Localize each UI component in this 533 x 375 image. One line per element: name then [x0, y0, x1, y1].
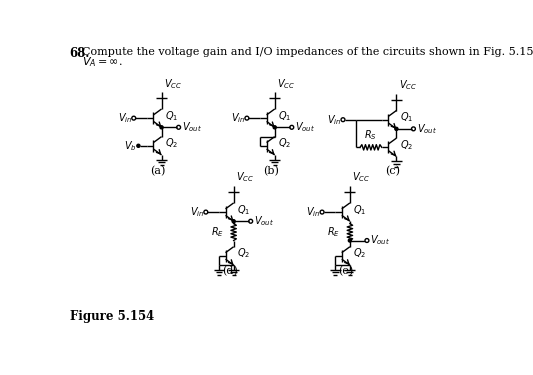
- Text: $Q_1$: $Q_1$: [237, 203, 251, 217]
- Circle shape: [411, 127, 415, 131]
- Circle shape: [349, 239, 351, 242]
- Text: (b): (b): [263, 166, 279, 176]
- Circle shape: [365, 238, 369, 242]
- Text: $V_{CC}$: $V_{CC}$: [164, 77, 182, 90]
- Text: $R_S$: $R_S$: [365, 128, 377, 142]
- Circle shape: [249, 219, 253, 223]
- Circle shape: [137, 144, 140, 147]
- Text: $V_{in}$: $V_{in}$: [118, 111, 132, 125]
- Text: $Q_1$: $Q_1$: [400, 111, 413, 124]
- Text: (a): (a): [150, 166, 165, 176]
- Circle shape: [245, 116, 249, 120]
- Text: $Q_1$: $Q_1$: [278, 109, 292, 123]
- Text: $Q_2$: $Q_2$: [353, 247, 367, 261]
- Circle shape: [395, 128, 398, 130]
- Circle shape: [320, 210, 324, 214]
- Text: $V_{in}$: $V_{in}$: [306, 205, 320, 219]
- Text: $V_{CC}$: $V_{CC}$: [236, 171, 254, 184]
- Text: $V_{CC}$: $V_{CC}$: [352, 171, 370, 184]
- Text: $V_{out}$: $V_{out}$: [416, 122, 437, 136]
- Text: $V_{CC}$: $V_{CC}$: [399, 78, 417, 92]
- Text: $Q_1$: $Q_1$: [165, 109, 179, 123]
- Text: $V_{in}$: $V_{in}$: [190, 205, 204, 219]
- Text: $V_{out}$: $V_{out}$: [370, 234, 390, 248]
- Text: $Q_2$: $Q_2$: [237, 247, 251, 261]
- Text: $V_b$: $V_b$: [124, 139, 137, 153]
- Circle shape: [273, 126, 276, 129]
- Circle shape: [160, 126, 163, 129]
- Text: $Q_2$: $Q_2$: [165, 136, 178, 150]
- Text: $V_{in}$: $V_{in}$: [327, 113, 342, 127]
- Circle shape: [132, 116, 136, 120]
- Text: $V_{CC}$: $V_{CC}$: [277, 77, 295, 90]
- Text: Compute the voltage gain and I/O impedances of the circuits shown in Fig. 5.154.: Compute the voltage gain and I/O impedan…: [82, 46, 533, 57]
- Text: $R_E$: $R_E$: [211, 225, 223, 239]
- Text: (d): (d): [222, 266, 238, 276]
- Text: $V_{out}$: $V_{out}$: [182, 120, 202, 134]
- Circle shape: [232, 220, 235, 223]
- Text: (c): (c): [385, 166, 400, 176]
- Text: 68.: 68.: [70, 46, 90, 60]
- Text: Figure 5.154: Figure 5.154: [70, 310, 155, 323]
- Text: $V_{in}$: $V_{in}$: [231, 111, 245, 125]
- Text: $Q_2$: $Q_2$: [400, 138, 413, 152]
- Text: (e): (e): [338, 266, 354, 276]
- Text: $V_{out}$: $V_{out}$: [295, 120, 315, 134]
- Circle shape: [176, 125, 181, 129]
- Text: $Q_1$: $Q_1$: [353, 203, 367, 217]
- Text: $V_{out}$: $V_{out}$: [254, 214, 274, 228]
- Circle shape: [341, 118, 345, 122]
- Text: $V_A = \infty$.: $V_A = \infty$.: [82, 55, 123, 69]
- Text: $Q_2$: $Q_2$: [278, 136, 292, 150]
- Text: $R_E$: $R_E$: [327, 225, 340, 239]
- Circle shape: [204, 210, 208, 214]
- Circle shape: [290, 125, 294, 129]
